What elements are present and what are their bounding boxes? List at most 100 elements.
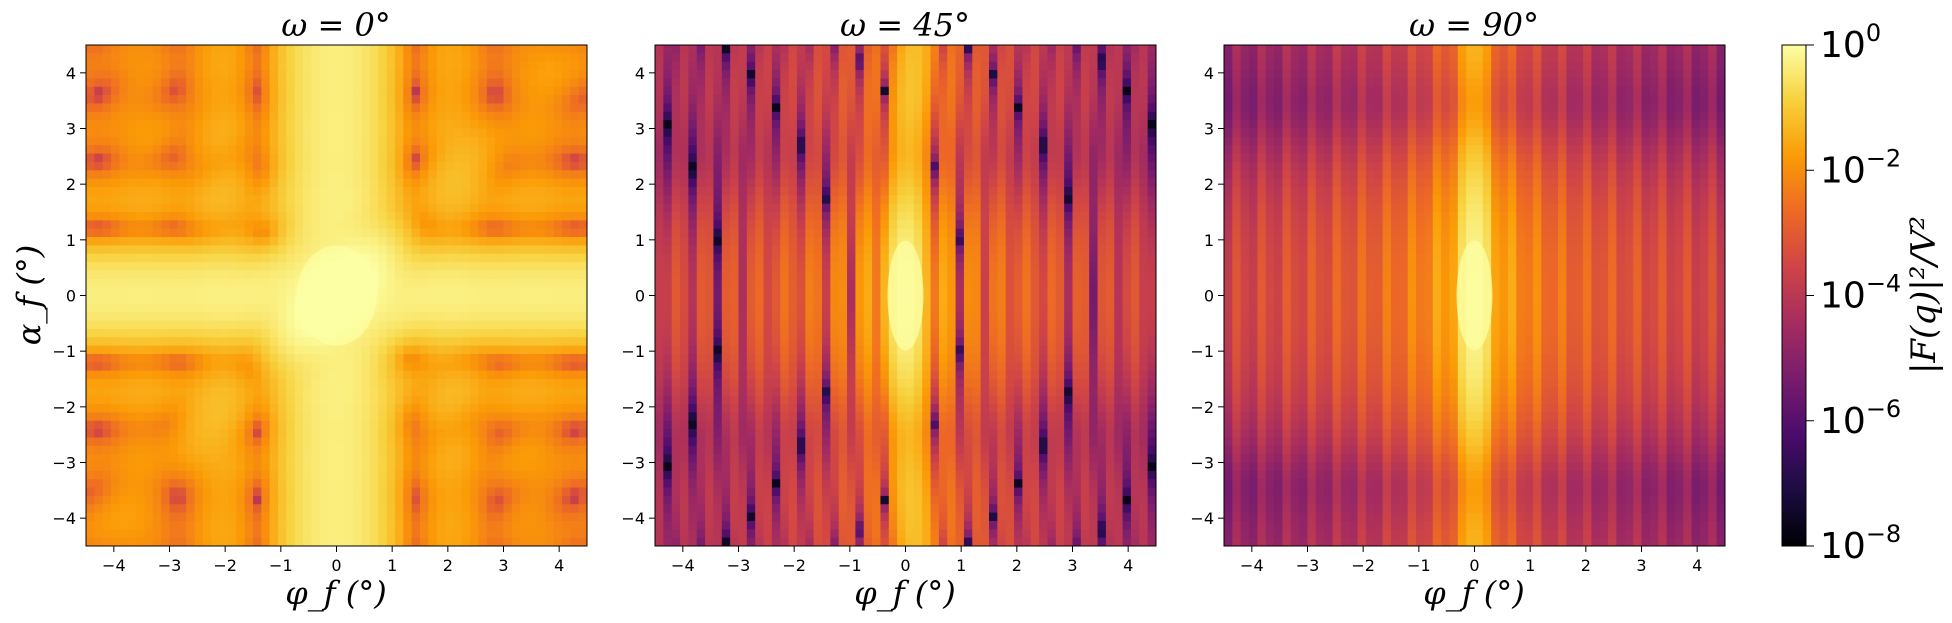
heatmap-cell	[253, 145, 262, 155]
heatmap-cell	[570, 220, 580, 230]
heatmap-cell	[528, 437, 538, 447]
heatmap-cell	[730, 495, 740, 505]
heatmap-cell	[411, 145, 421, 155]
heatmap-cell	[838, 161, 848, 171]
heatmap-cell	[561, 45, 571, 54]
heatmap-cell	[161, 387, 171, 397]
heatmap-cell	[136, 529, 146, 539]
heatmap-cell	[822, 529, 831, 539]
heatmap-cell	[161, 237, 171, 246]
heatmap-cell	[319, 128, 329, 138]
heatmap-cell	[705, 537, 715, 546]
heatmap-cell	[403, 136, 413, 146]
heatmap-cell	[411, 136, 421, 146]
heatmap-cell	[369, 70, 379, 79]
heatmap-cell	[796, 45, 806, 54]
heatmap-cell	[152, 136, 162, 146]
heatmap-cell	[186, 479, 196, 489]
heatmap-cell	[796, 253, 806, 263]
heatmap-cell	[227, 287, 237, 297]
heatmap-cell	[202, 70, 212, 79]
heatmap-cell	[453, 287, 463, 297]
heatmap-cell	[169, 220, 179, 230]
heatmap-cell	[805, 520, 815, 530]
heatmap-cell	[478, 520, 488, 530]
heatmap-cell	[102, 512, 112, 522]
heatmap-cell	[378, 203, 388, 213]
heatmap-cell	[436, 462, 446, 472]
heatmap-cell	[278, 53, 287, 63]
heatmap-cell	[680, 186, 689, 196]
heatmap-cell	[671, 161, 681, 171]
heatmap-cell	[253, 328, 262, 338]
heatmap-cell	[311, 161, 321, 171]
heatmap-cell	[261, 186, 271, 196]
heatmap-cell	[528, 245, 538, 255]
heatmap-cell	[805, 170, 815, 180]
heatmap-cell	[796, 128, 806, 138]
heatmap-cell	[730, 145, 740, 155]
heatmap-cell	[780, 362, 790, 372]
heatmap-cell	[553, 161, 563, 171]
heatmap-cell	[94, 287, 104, 297]
heatmap-cell	[503, 479, 513, 489]
heatmap-cell	[253, 379, 262, 388]
heatmap-cell	[227, 495, 237, 505]
heatmap-cell	[244, 120, 254, 130]
heatmap-cell	[570, 78, 580, 88]
heatmap-cell	[478, 278, 488, 288]
heatmap-cell	[369, 220, 379, 230]
heatmap-cell	[486, 120, 496, 130]
heatmap-cell	[813, 537, 823, 546]
heatmap-cell	[788, 479, 798, 489]
heatmap-cell	[169, 479, 179, 489]
heatmap-cell	[453, 412, 463, 422]
heatmap-cell	[671, 312, 681, 322]
heatmap-cell	[578, 529, 587, 539]
heatmap-cell	[511, 495, 521, 505]
heatmap-cell	[713, 95, 723, 105]
heatmap-cell	[286, 111, 296, 121]
heatmap-cell	[202, 370, 212, 380]
heatmap-cell	[705, 495, 715, 505]
heatmap-cell	[746, 186, 756, 196]
heatmap-cell	[671, 253, 681, 263]
heatmap-cell	[294, 320, 304, 330]
heatmap-cell	[219, 161, 229, 171]
heatmap-cell	[211, 529, 221, 539]
heatmap-cell	[261, 287, 271, 297]
heatmap-cell	[663, 312, 673, 322]
heatmap-cell	[578, 103, 587, 113]
heatmap-cell	[495, 270, 505, 280]
heatmap-cell	[161, 312, 171, 322]
heatmap-cell	[503, 78, 513, 88]
heatmap-cell	[536, 120, 546, 130]
heatmap-cell	[119, 454, 129, 464]
heatmap-cell	[94, 195, 104, 205]
heatmap-cell	[428, 228, 438, 238]
heatmap-cell	[671, 262, 681, 272]
heatmap-cell	[838, 86, 848, 96]
heatmap-cell	[788, 454, 798, 464]
heatmap-cell	[144, 328, 154, 338]
heatmap-cell	[428, 404, 438, 413]
heatmap-cell	[520, 404, 530, 413]
heatmap-cell	[278, 228, 287, 238]
heatmap-cell	[838, 78, 848, 88]
heatmap-cell	[420, 278, 429, 288]
heatmap-cell	[269, 495, 279, 505]
heatmap-cell	[671, 237, 681, 246]
heatmap-cell	[253, 212, 262, 221]
heatmap-cell	[830, 245, 840, 255]
heatmap-cell	[161, 404, 171, 413]
heatmap-cell	[219, 454, 229, 464]
heatmap-cell	[696, 420, 706, 430]
heatmap-cell	[713, 454, 723, 464]
heatmap-cell	[111, 278, 120, 288]
heatmap-cell	[780, 203, 790, 213]
heatmap-cell	[838, 120, 848, 130]
heatmap-cell	[161, 170, 171, 180]
heatmap-cell	[177, 195, 187, 205]
heatmap-cell	[780, 404, 790, 413]
heatmap-cell	[461, 136, 471, 146]
